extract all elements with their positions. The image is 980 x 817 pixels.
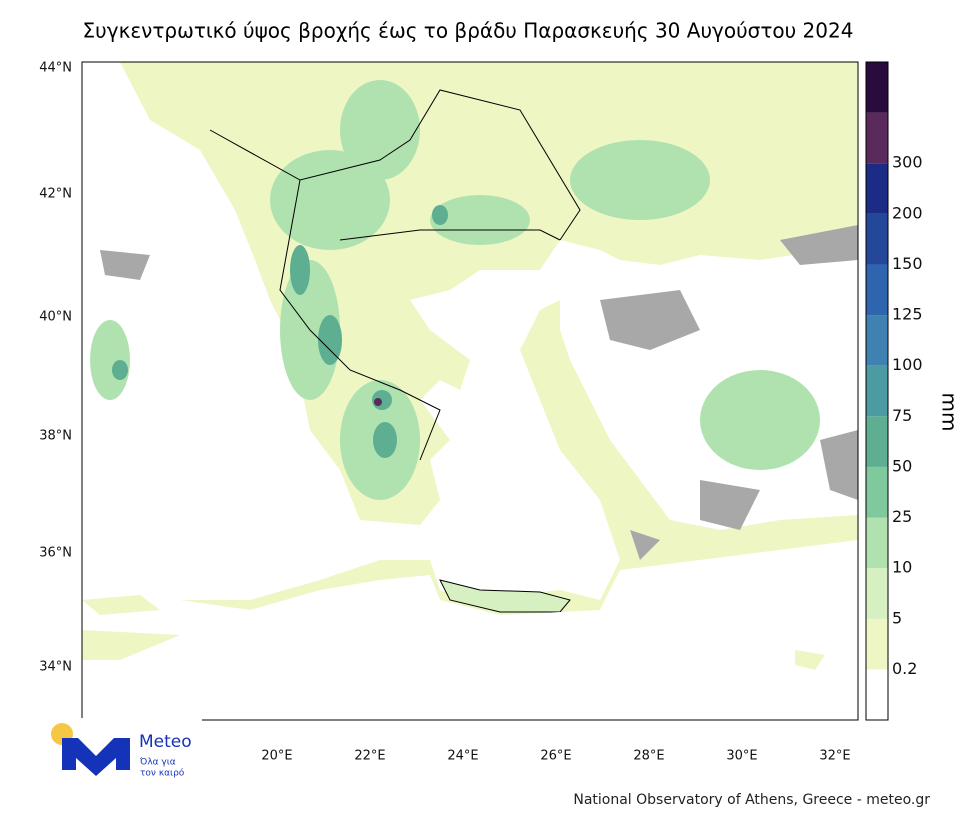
peak-rain xyxy=(374,398,382,406)
lon-label: 32°E xyxy=(819,749,850,764)
lon-label: 26°E xyxy=(540,749,571,764)
logo-name: Meteo xyxy=(139,732,192,752)
lon-label: 28°E xyxy=(633,749,664,764)
colorbar-swatch xyxy=(866,517,888,569)
gray-areas xyxy=(100,225,858,560)
lat-label: 42°N xyxy=(39,187,72,202)
lat-label: 40°N xyxy=(39,310,72,325)
colorbar-label: 5 xyxy=(892,608,902,627)
colorbar-swatch xyxy=(866,466,888,518)
crete xyxy=(439,579,571,613)
colorbar-swatch xyxy=(866,315,888,366)
lon-label: 20°E xyxy=(261,749,292,764)
map-frame xyxy=(81,61,859,721)
lat-label: 38°N xyxy=(39,429,72,444)
colorbar-frame xyxy=(865,61,889,721)
colorbar-unit: mm xyxy=(938,393,962,432)
lat-label: 36°N xyxy=(39,546,72,561)
colorbar-label: 125 xyxy=(892,305,923,324)
colorbar-swatch xyxy=(866,163,888,214)
logo-mark xyxy=(62,738,130,776)
colorbar-label: 10 xyxy=(892,558,912,577)
lon-label: 24°E xyxy=(447,749,478,764)
lat-label: 44°N xyxy=(39,61,72,76)
logo-tagline: τον καιρό xyxy=(140,768,185,779)
map xyxy=(82,62,858,720)
colorbar-label: 200 xyxy=(892,203,923,222)
colorbar-swatch xyxy=(866,669,888,720)
colorbar-swatch xyxy=(866,62,888,113)
colorbar: 0.2 5 10 25 50 75 100 125 150 200 300 xyxy=(865,61,923,721)
sea-south xyxy=(82,540,858,720)
colorbar-label: 25 xyxy=(892,507,912,526)
colorbar-swatch xyxy=(866,365,888,417)
sea-marmara xyxy=(620,260,740,290)
heavy-rain xyxy=(112,205,448,458)
colorbar-swatch xyxy=(866,112,888,164)
colorbar-label: 300 xyxy=(892,153,923,172)
colorbar-label: 75 xyxy=(892,406,912,425)
colorbar-swatch xyxy=(866,213,888,265)
lon-axis: 20°E 22°E 24°E 26°E 28°E 30°E 32°E xyxy=(261,749,850,764)
sea xyxy=(82,62,858,600)
colorbar-swatch xyxy=(866,568,888,619)
logo-tagline: Όλα για xyxy=(139,757,176,768)
colorbar-swatch xyxy=(866,416,888,467)
colorbar-swatch xyxy=(866,618,888,670)
title: Συγκεντρωτικό ύψος βροχής έως το βράδυ Π… xyxy=(83,19,854,43)
colorbar-label: 100 xyxy=(892,355,923,374)
lat-label: 34°N xyxy=(39,660,72,675)
colorbar-label: 150 xyxy=(892,254,923,273)
colorbar-swatch xyxy=(866,264,888,316)
colorbar-label: 0.2 xyxy=(892,659,917,678)
logo: Meteo Όλα για τον καιρό xyxy=(42,718,202,780)
credit: National Observatory of Athens, Greece -… xyxy=(573,792,930,808)
borders xyxy=(209,89,581,461)
lon-label: 22°E xyxy=(354,749,385,764)
lat-axis: 44°N 42°N 40°N 38°N 36°N 34°N xyxy=(39,61,72,675)
colorbar-label: 50 xyxy=(892,456,912,475)
lon-label: 30°E xyxy=(726,749,757,764)
